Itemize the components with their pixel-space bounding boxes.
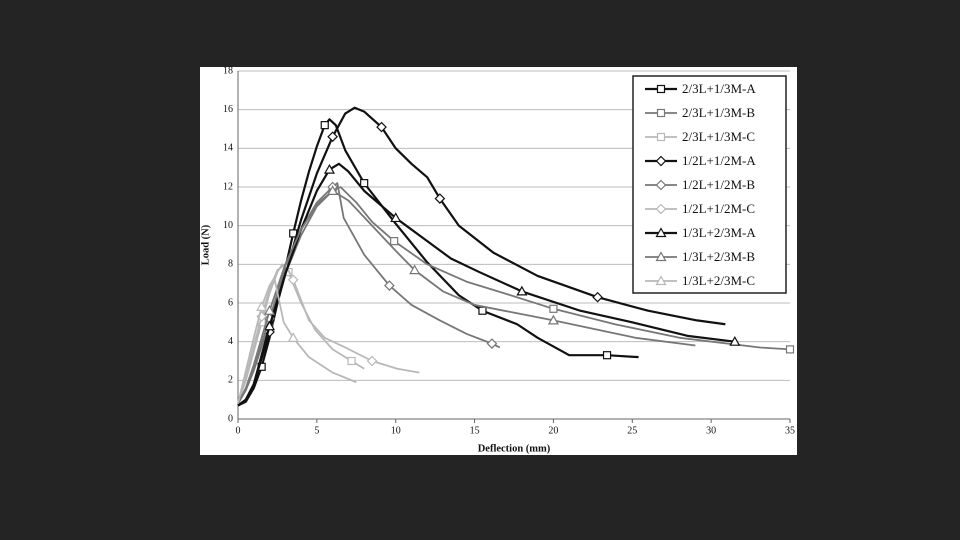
marker bbox=[287, 274, 299, 286]
marker bbox=[434, 193, 446, 204]
x-tick-label: 5 bbox=[314, 425, 319, 436]
y-tick-label: 18 bbox=[223, 65, 233, 76]
x-tick-label: 25 bbox=[627, 425, 637, 436]
legend-label: 1/2L+1/2M-B bbox=[682, 177, 755, 192]
marker bbox=[327, 131, 338, 143]
series-line bbox=[237, 118, 639, 407]
marker bbox=[376, 121, 387, 133]
legend-marker bbox=[656, 132, 666, 142]
marker bbox=[347, 356, 356, 366]
legend-label: 2/3L+1/3M-C bbox=[682, 129, 755, 144]
legend-label: 2/3L+1/3M-B bbox=[682, 105, 755, 120]
y-tick-label: 10 bbox=[223, 220, 233, 231]
marker bbox=[547, 314, 559, 325]
x-tick-label: 0 bbox=[236, 425, 241, 436]
marker bbox=[592, 291, 603, 303]
marker bbox=[516, 285, 528, 296]
marker bbox=[390, 212, 402, 223]
y-tick-label: 4 bbox=[228, 336, 233, 347]
series-line bbox=[237, 182, 501, 404]
marker bbox=[287, 332, 299, 342]
marker bbox=[729, 335, 741, 346]
marker bbox=[256, 301, 268, 311]
marker bbox=[366, 355, 378, 367]
marker bbox=[360, 179, 369, 188]
legend-label: 1/3L+2/3M-A bbox=[682, 225, 756, 240]
marker bbox=[602, 351, 612, 360]
marker bbox=[390, 237, 399, 246]
x-axis-title: Deflection (mm) bbox=[478, 443, 551, 454]
legend-marker bbox=[655, 275, 667, 286]
marker bbox=[264, 320, 276, 331]
legend-marker bbox=[655, 203, 667, 215]
y-tick-label: 0 bbox=[228, 413, 233, 424]
marker bbox=[486, 338, 498, 349]
legend-marker bbox=[655, 227, 667, 238]
legend-marker bbox=[655, 179, 667, 191]
legend-marker bbox=[655, 251, 667, 262]
marker bbox=[384, 280, 395, 291]
x-tick-label: 10 bbox=[391, 425, 401, 436]
legend-marker bbox=[656, 108, 666, 118]
marker bbox=[320, 121, 329, 130]
legend-label: 1/3L+2/3M-B bbox=[682, 249, 755, 264]
legend-marker bbox=[656, 84, 666, 94]
series-line bbox=[237, 263, 420, 404]
marker bbox=[264, 305, 276, 315]
marker bbox=[323, 163, 336, 174]
marker bbox=[785, 345, 795, 354]
legend-marker bbox=[655, 155, 667, 167]
series-line bbox=[237, 263, 365, 404]
y-tick-label: 2 bbox=[228, 375, 233, 386]
marker bbox=[409, 264, 421, 275]
x-tick-label: 30 bbox=[706, 425, 716, 436]
y-axis-title: Load (N) bbox=[200, 224, 211, 265]
marker bbox=[478, 306, 487, 315]
x-tick-label: 15 bbox=[470, 425, 480, 436]
y-tick-label: 8 bbox=[228, 259, 233, 270]
y-tick-label: 16 bbox=[223, 104, 233, 115]
series-line bbox=[237, 162, 735, 407]
y-tick-label: 6 bbox=[228, 297, 233, 308]
x-tick-label: 35 bbox=[785, 425, 795, 436]
x-tick-label: 20 bbox=[548, 425, 558, 436]
legend-label: 2/3L+1/3M-A bbox=[682, 81, 756, 96]
legend-label: 1/2L+1/2M-C bbox=[682, 201, 755, 216]
series-line bbox=[237, 189, 696, 404]
legend-label: 1/3L+2/3M-C bbox=[682, 273, 755, 288]
marker bbox=[549, 304, 558, 313]
y-tick-label: 14 bbox=[223, 143, 233, 154]
y-tick-label: 12 bbox=[223, 181, 233, 192]
marker bbox=[327, 185, 339, 195]
series-line bbox=[237, 276, 357, 404]
legend-label: 1/2L+1/2M-A bbox=[682, 153, 756, 168]
